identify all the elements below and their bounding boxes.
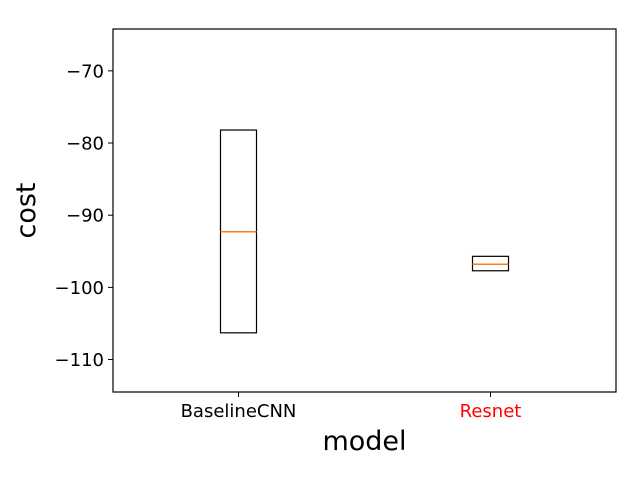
y-axis-label: cost	[11, 182, 42, 238]
y-tick-label: −80	[66, 134, 104, 155]
x-axis-ticks: BaselineCNN Resnet	[181, 392, 522, 422]
y-tick-label: −100	[55, 278, 104, 299]
boxes-layer	[219, 129, 510, 334]
x-tick-label: BaselineCNN	[181, 401, 297, 422]
x-tick-label: Resnet	[460, 401, 522, 422]
y-tick-label: −90	[66, 206, 104, 227]
y-tick-label: −70	[66, 61, 104, 82]
x-axis-label: model	[322, 426, 406, 457]
y-axis-ticks: −70 −80 −90 −100 −110	[55, 61, 113, 371]
plot-frame	[112, 28, 617, 393]
y-tick-label: −110	[55, 350, 104, 371]
